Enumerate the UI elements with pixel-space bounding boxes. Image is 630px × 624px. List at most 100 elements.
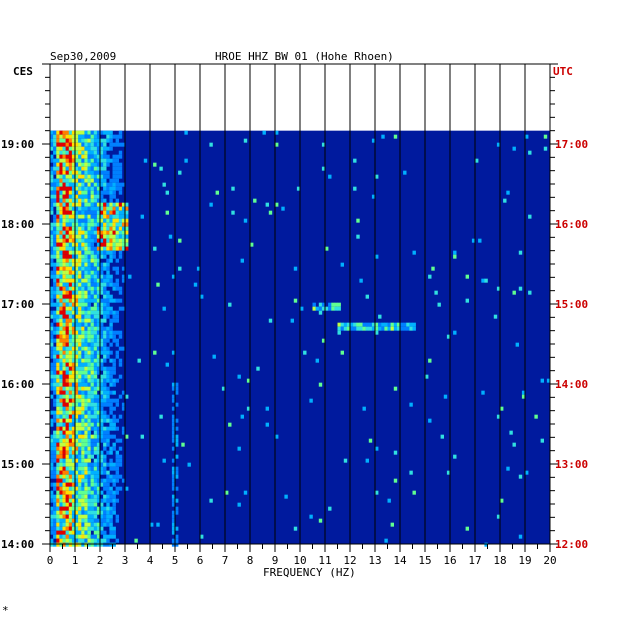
heat-cell [78, 418, 82, 423]
x-tick-label: 19 [518, 554, 531, 567]
heat-cell [68, 530, 73, 535]
heat-cell [68, 146, 73, 151]
heat-cell [78, 502, 82, 507]
heat-cell [68, 150, 73, 155]
heat-cell [93, 526, 98, 531]
heat-cell [106, 518, 110, 523]
heat-cell [56, 418, 60, 423]
heat-cell [78, 138, 82, 143]
heat-cell [406, 322, 410, 327]
heat-cell [96, 258, 101, 263]
heat-cell [81, 514, 85, 519]
heat-cell [90, 378, 94, 383]
heat-cell [75, 382, 79, 387]
heat-cell [103, 426, 107, 431]
heat-cell [50, 222, 54, 227]
heat-cell [87, 342, 91, 347]
heat-cell [84, 382, 88, 387]
heat-cell [93, 446, 98, 451]
heat-cell [103, 358, 107, 363]
heat-cell [506, 466, 510, 471]
heat-cell [275, 130, 279, 135]
heat-cell [59, 382, 63, 387]
heat-cell [65, 170, 69, 175]
heat-cell [106, 482, 110, 487]
heat-cell [90, 394, 94, 399]
heat-cell [84, 466, 88, 471]
heat-cell [59, 454, 63, 459]
heat-cell [84, 202, 88, 207]
heat-cell [96, 458, 101, 463]
heat-cell [84, 262, 88, 267]
heat-cell [90, 522, 94, 527]
heat-cell [68, 342, 73, 347]
heat-cell [96, 238, 101, 243]
heat-cell [50, 322, 54, 327]
heat-cell [75, 518, 79, 523]
heat-cell [525, 470, 529, 475]
heat-cell [343, 458, 348, 463]
heat-cell [106, 190, 110, 195]
heat-cell [62, 454, 66, 459]
date-label: Sep30,2009 [50, 50, 116, 63]
heat-cell [81, 506, 85, 511]
heat-cell [87, 406, 91, 411]
heat-cell [381, 322, 385, 327]
heat-cell [121, 406, 126, 411]
heat-cell [93, 310, 98, 315]
heat-cell [96, 318, 101, 323]
heat-cell [71, 182, 76, 187]
heat-cell [56, 314, 60, 319]
heat-cell [53, 358, 57, 363]
heat-cell [62, 478, 66, 483]
heat-cell [115, 238, 119, 243]
heat-cell [71, 394, 76, 399]
heat-cell [84, 474, 88, 479]
heat-cell [112, 446, 116, 451]
heat-cell [75, 254, 79, 259]
heat-cell [71, 426, 76, 431]
heat-cell [300, 306, 304, 311]
heat-cell [62, 402, 66, 407]
heat-cell [106, 478, 110, 483]
heat-cell [112, 210, 116, 215]
heat-cell [103, 338, 107, 343]
heat-cell [84, 410, 88, 415]
heat-cell [59, 214, 63, 219]
heat-cell [362, 322, 366, 327]
heat-cell [100, 330, 104, 335]
frequency-grid [49, 64, 551, 544]
heat-cell [71, 478, 76, 483]
heat-cell [171, 394, 176, 399]
heat-cell [90, 262, 94, 267]
heat-cell [59, 210, 63, 215]
heat-cell [365, 458, 369, 463]
heat-cell [528, 290, 532, 295]
heat-cell [75, 238, 79, 243]
heat-cell [121, 266, 126, 271]
heat-cell [90, 526, 94, 531]
heat-cell [121, 214, 126, 219]
heat-cell [53, 514, 57, 519]
heat-cell [84, 182, 88, 187]
heat-cell [103, 278, 107, 283]
heat-cell [78, 434, 82, 439]
heat-cell [84, 314, 88, 319]
heat-cell [96, 198, 101, 203]
heat-cell [87, 278, 91, 283]
right-time-label: 13:00 [555, 458, 588, 471]
heat-cell [409, 470, 413, 475]
heat-cell [75, 282, 79, 287]
x-tick-label: 7 [222, 554, 229, 567]
heat-cell [59, 154, 63, 159]
heat-cell [518, 534, 523, 539]
x-tick-label: 13 [368, 554, 381, 567]
heat-cell [84, 270, 88, 275]
heat-cell [96, 414, 101, 419]
heat-cell [140, 434, 144, 439]
heat-cell [56, 322, 60, 327]
heat-cell [237, 502, 241, 507]
heat-cell [96, 338, 101, 343]
heat-cell [50, 314, 54, 319]
heat-cell [109, 510, 113, 515]
